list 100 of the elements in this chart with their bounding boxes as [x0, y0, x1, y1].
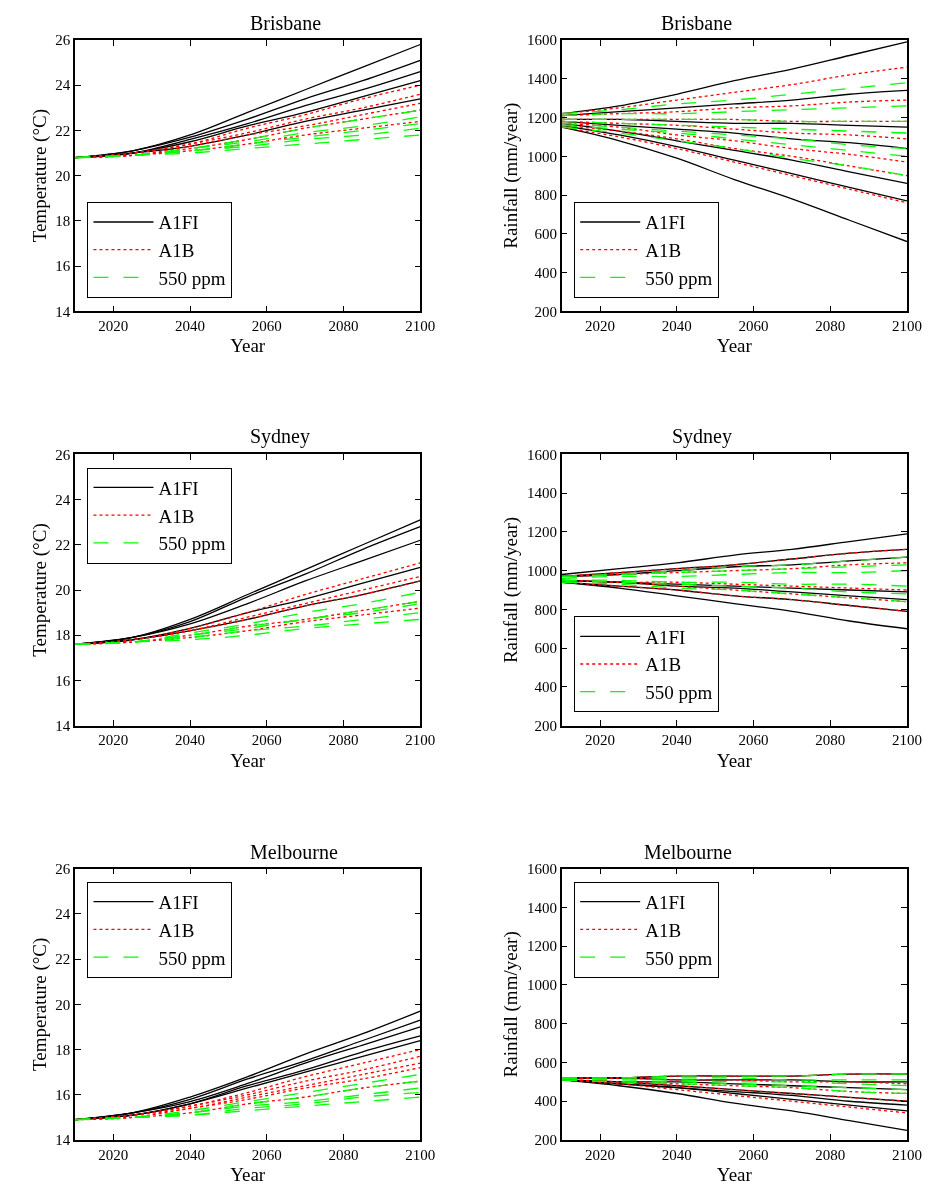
y-tick-label: 600	[534, 1054, 557, 1071]
x-tick-label: 2100	[405, 318, 436, 335]
x-tick-label: 2080	[815, 1146, 846, 1163]
y-tick-label: 400	[534, 1093, 557, 1110]
legend-label: A1B	[645, 240, 682, 262]
y-tick-label: 26	[55, 860, 71, 877]
chart-title: Brisbane	[661, 12, 733, 34]
y-tick-label: 18	[55, 1041, 71, 1058]
x-tick-label: 2060	[251, 318, 282, 335]
x-tick-label: 2020	[585, 732, 616, 749]
x-tick-label: 2020	[585, 318, 616, 335]
y-tick-label: 22	[55, 951, 71, 968]
x-tick-label: 2060	[738, 1146, 769, 1163]
x-tick-label: 2080	[815, 732, 846, 749]
y-tick-label: 1400	[526, 899, 557, 916]
legend-label: A1B	[158, 240, 195, 262]
x-tick-label: 2020	[585, 1146, 616, 1163]
x-axis-title: Year	[716, 335, 753, 357]
y-tick-label: 14	[55, 1132, 71, 1149]
x-tick-label: 2020	[98, 318, 129, 335]
x-tick-label: 2060	[251, 732, 282, 749]
legend-label: A1B	[158, 919, 195, 941]
y-tick-label: 26	[55, 32, 71, 49]
legend-label: 550 ppm	[158, 267, 226, 289]
y-tick-label: 20	[55, 167, 71, 184]
y-tick-label: 20	[55, 996, 71, 1013]
x-tick-label: 2100	[892, 318, 922, 335]
x-axis-title: Year	[230, 335, 266, 357]
y-tick-label: 1000	[526, 148, 557, 165]
y-tick-label: 24	[55, 77, 71, 94]
legend-label: A1FI	[645, 892, 686, 914]
legend-label: 550 ppm	[645, 947, 713, 969]
x-tick-label: 2040	[175, 1146, 206, 1163]
x-tick-label: 2020	[98, 1146, 129, 1163]
x-axis-title: Year	[230, 749, 266, 771]
y-tick-label: 1600	[526, 860, 557, 877]
x-tick-label: 2100	[405, 732, 436, 749]
y-tick-label: 22	[55, 537, 71, 554]
y-tick-label: 1000	[526, 562, 557, 579]
x-tick-label: 2080	[328, 732, 359, 749]
legend-label: A1FI	[645, 626, 686, 648]
x-tick-label: 2040	[175, 732, 206, 749]
x-axis-title: Year	[716, 749, 753, 771]
legend-label: A1B	[645, 654, 682, 676]
chart-title: Melbourne	[644, 841, 732, 863]
legend-label: A1B	[645, 919, 682, 941]
x-tick-label: 2060	[738, 318, 769, 335]
y-tick-label: 1200	[526, 524, 557, 541]
legend-label: A1FI	[158, 212, 199, 234]
y-tick-label: 26	[55, 446, 71, 463]
legend-label: A1FI	[158, 892, 199, 914]
x-axis-title: Year	[716, 1164, 753, 1186]
y-tick-label: 600	[534, 640, 557, 657]
y-axis-title: Rainfall (mm/year)	[500, 516, 523, 664]
x-tick-label: 2100	[892, 732, 922, 749]
legend-label: A1B	[158, 505, 195, 527]
y-tick-label: 14	[55, 717, 71, 734]
y-tick-label: 14	[55, 303, 71, 320]
y-tick-label: 400	[534, 264, 557, 281]
x-tick-label: 2020	[98, 732, 129, 749]
y-tick-label: 1600	[526, 32, 557, 49]
y-tick-label: 800	[534, 187, 557, 204]
y-tick-label: 600	[534, 226, 557, 243]
legend-label: 550 ppm	[158, 947, 226, 969]
legend-label: 550 ppm	[158, 533, 226, 555]
chart-title: Sydney	[250, 425, 310, 448]
x-tick-label: 2100	[405, 1146, 436, 1163]
x-tick-label: 2060	[738, 732, 769, 749]
y-tick-label: 800	[534, 1015, 557, 1032]
chart-title: Sydney	[672, 425, 732, 448]
x-tick-label: 2080	[328, 318, 359, 335]
y-tick-label: 1200	[526, 938, 557, 955]
legend-label: A1FI	[158, 477, 199, 499]
y-tick-label: 22	[55, 122, 71, 139]
y-axis-title: Temperature (°C)	[28, 523, 51, 657]
x-tick-label: 2040	[175, 318, 206, 335]
y-axis-title: Temperature (°C)	[28, 108, 51, 243]
chart-title: Melbourne	[250, 841, 338, 863]
y-tick-label: 24	[55, 491, 71, 508]
y-tick-label: 1400	[526, 485, 557, 502]
y-tick-label: 16	[55, 1087, 71, 1104]
y-tick-label: 1200	[526, 109, 557, 126]
y-tick-label: 16	[55, 258, 71, 275]
y-axis-title: Rainfall (mm/year)	[500, 931, 523, 1078]
y-tick-label: 16	[55, 672, 71, 689]
x-tick-label: 2060	[251, 1146, 282, 1163]
y-tick-label: 1400	[526, 71, 557, 88]
y-tick-label: 24	[55, 906, 71, 923]
x-axis-title: Year	[230, 1164, 266, 1186]
legend-label: 550 ppm	[645, 267, 713, 289]
y-tick-label: 20	[55, 582, 71, 599]
y-tick-label: 200	[534, 717, 557, 734]
y-axis-title: Temperature (°C)	[28, 937, 51, 1072]
y-tick-label: 200	[534, 303, 557, 320]
x-tick-label: 2100	[892, 1146, 922, 1163]
y-tick-label: 18	[55, 213, 71, 230]
x-tick-label: 2040	[661, 732, 692, 749]
chart-title: Brisbane	[250, 12, 322, 34]
x-tick-label: 2080	[815, 318, 846, 335]
x-tick-label: 2040	[661, 1146, 692, 1163]
